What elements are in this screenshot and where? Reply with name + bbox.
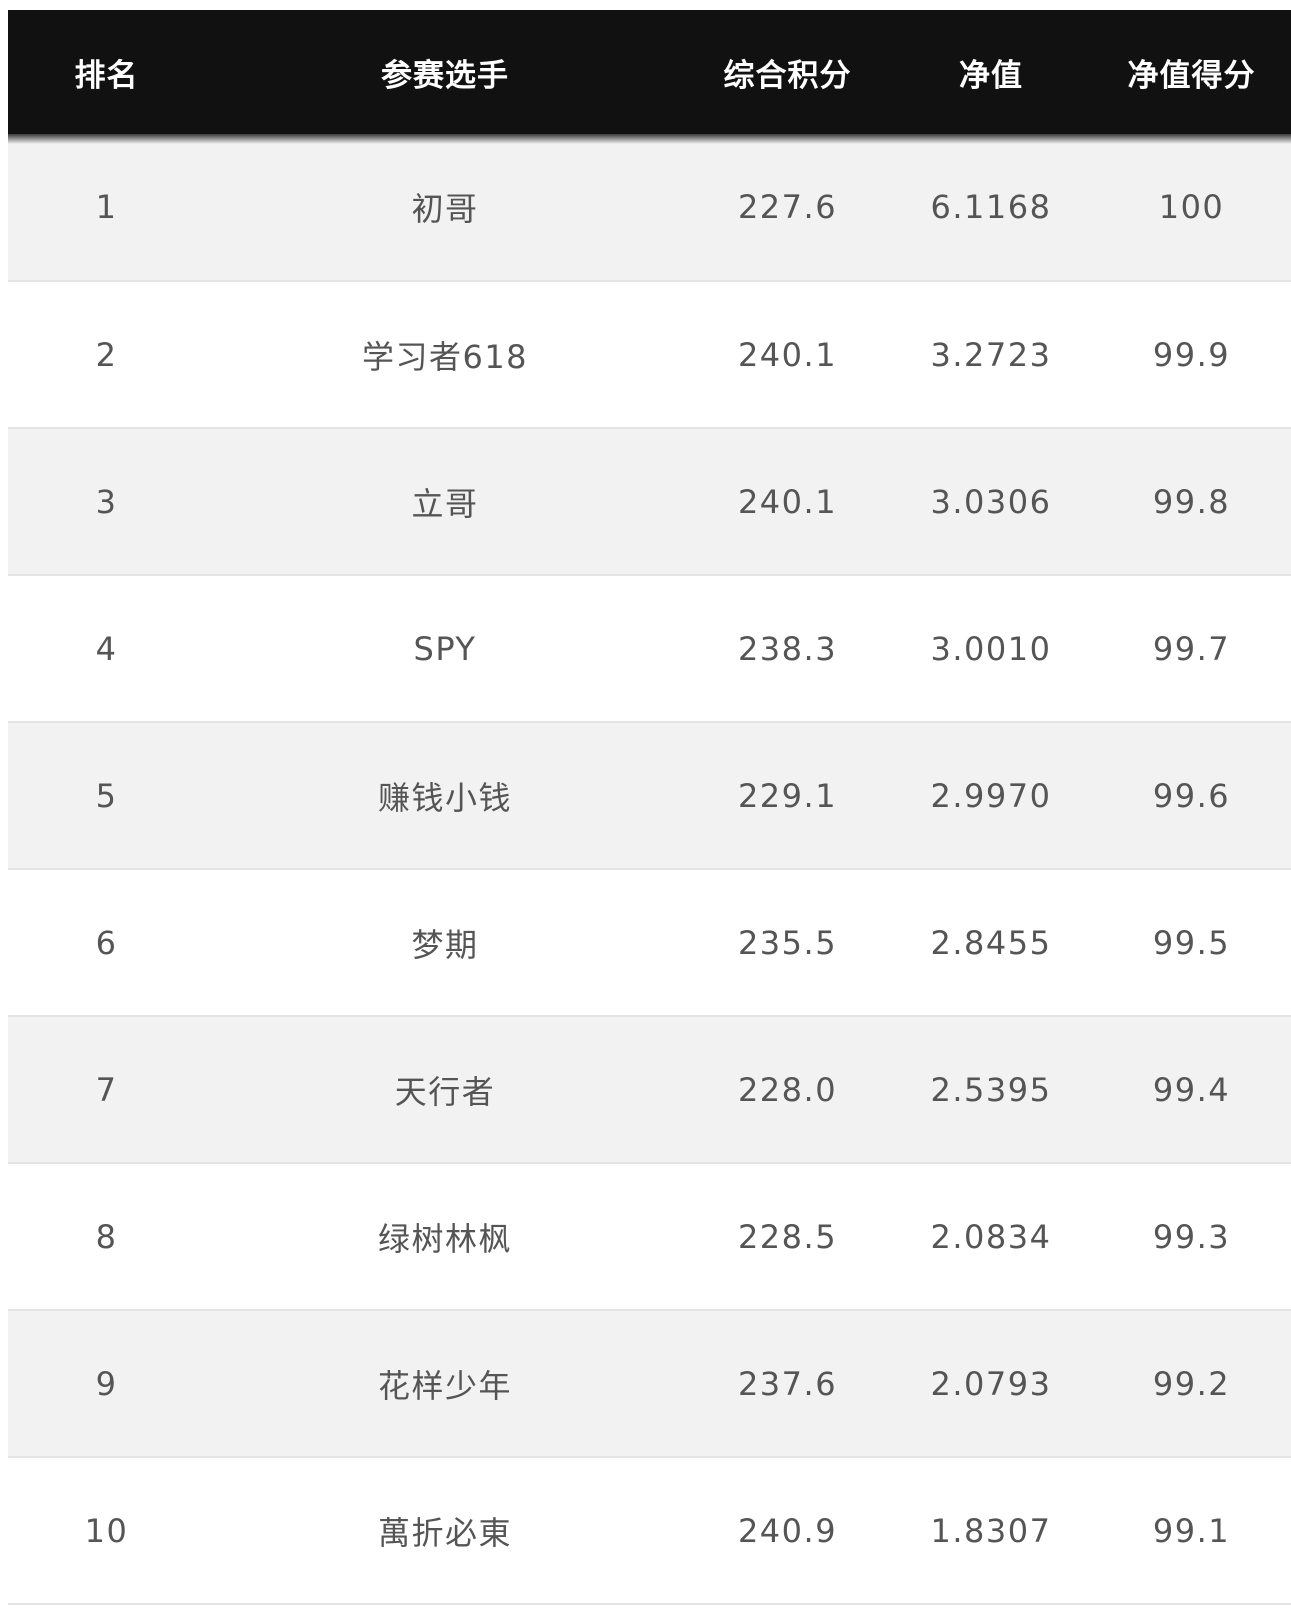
table-row: 8 绿树林枫 228.5 2.0834 99.3 [8, 1163, 1291, 1310]
net-value-cell: 2.0834 [930, 1217, 1052, 1256]
rank-cell: 10 [84, 1511, 129, 1550]
net-value-cell: 3.2723 [930, 335, 1052, 374]
score-cell: 227.6 [737, 188, 838, 226]
player-cell: 梦期 [411, 925, 479, 964]
net-value-score-cell: 99.3 [1152, 1217, 1231, 1256]
table-row: 9 花样少年 237.6 2.0793 99.2 [8, 1310, 1291, 1457]
score-cell: 240.1 [737, 482, 838, 521]
rank-cell: 3 [95, 482, 118, 521]
score-cell: 235.5 [737, 923, 838, 962]
net-value-cell: 3.0306 [930, 482, 1052, 521]
header-net-value: 净值 [959, 57, 1023, 94]
score-cell: 240.1 [737, 335, 838, 374]
table-row: 6 梦期 235.5 2.8455 99.5 [8, 869, 1291, 1016]
table-body: 1 初哥 227.6 6.1168 100 2 学习者618 240.1 3.2… [8, 134, 1291, 1604]
table-row: 1 初哥 227.6 6.1168 100 [8, 134, 1291, 281]
header-net-value-score: 净值得分 [1127, 57, 1256, 94]
net-value-cell: 3.0010 [930, 629, 1052, 668]
table-row: 2 学习者618 240.1 3.2723 99.9 [8, 281, 1291, 428]
player-cell: 花样少年 [377, 1366, 512, 1405]
net-value-score-cell: 99.2 [1152, 1364, 1231, 1403]
header-row: 排名 参赛选手 综合积分 净值 净值得分 [8, 10, 1291, 134]
net-value-cell: 2.9970 [930, 776, 1052, 815]
player-cell: 萬折必東 [377, 1513, 512, 1552]
score-cell: 228.0 [737, 1070, 838, 1109]
net-value-score-cell: 99.4 [1152, 1070, 1231, 1109]
player-cell: 赚钱小钱 [377, 778, 512, 817]
table-row: 5 赚钱小钱 229.1 2.9970 99.6 [8, 722, 1291, 869]
rank-cell: 4 [95, 629, 118, 668]
net-value-score-cell: 100 [1158, 188, 1225, 226]
net-value-cell: 2.5395 [930, 1070, 1052, 1109]
score-cell: 240.9 [737, 1511, 838, 1550]
player-cell: 立哥 [411, 484, 479, 523]
ranking-table: 排名 参赛选手 综合积分 净值 净值得分 1 初哥 227.6 6.1168 1… [8, 10, 1291, 1605]
rank-cell: 8 [95, 1217, 118, 1256]
header-total-score: 综合积分 [723, 57, 852, 94]
score-cell: 238.3 [737, 629, 838, 668]
net-value-cell: 2.0793 [930, 1364, 1052, 1403]
net-value-score-cell: 99.6 [1152, 776, 1231, 815]
net-value-score-cell: 99.9 [1152, 335, 1231, 374]
score-cell: 229.1 [737, 776, 838, 815]
score-cell: 228.5 [737, 1217, 838, 1256]
header-player: 参赛选手 [381, 57, 509, 94]
player-cell: 绿树林枫 [377, 1219, 512, 1258]
header-rank: 排名 [74, 57, 139, 94]
net-value-cell: 1.8307 [930, 1511, 1052, 1550]
net-value-score-cell: 99.7 [1152, 629, 1231, 668]
rank-cell: 7 [95, 1070, 118, 1109]
ranking-table-container: 排名 参赛选手 综合积分 净值 净值得分 1 初哥 227.6 6.1168 1… [8, 10, 1291, 1605]
net-value-cell: 6.1168 [930, 188, 1052, 226]
table-row: 10 萬折必東 240.9 1.8307 99.1 [8, 1457, 1291, 1604]
table-header: 排名 参赛选手 综合积分 净值 净值得分 [8, 10, 1291, 134]
table-row: 3 立哥 240.1 3.0306 99.8 [8, 428, 1291, 575]
rank-cell: 1 [95, 188, 118, 226]
player-cell: 学习者618 [361, 337, 529, 376]
net-value-score-cell: 99.1 [1152, 1511, 1231, 1550]
rank-cell: 9 [95, 1364, 118, 1403]
rank-cell: 6 [95, 923, 118, 962]
rank-cell: 2 [95, 335, 118, 374]
net-value-score-cell: 99.5 [1152, 923, 1231, 962]
table-row: 4 SPY 238.3 3.0010 99.7 [8, 575, 1291, 722]
net-value-cell: 2.8455 [930, 923, 1052, 962]
player-cell: 天行者 [394, 1072, 496, 1111]
player-cell: 初哥 [411, 190, 479, 228]
table-row: 7 天行者 228.0 2.5395 99.4 [8, 1016, 1291, 1163]
player-cell: SPY [413, 629, 477, 668]
score-cell: 237.6 [737, 1364, 838, 1403]
net-value-score-cell: 99.8 [1152, 482, 1231, 521]
rank-cell: 5 [95, 776, 118, 815]
